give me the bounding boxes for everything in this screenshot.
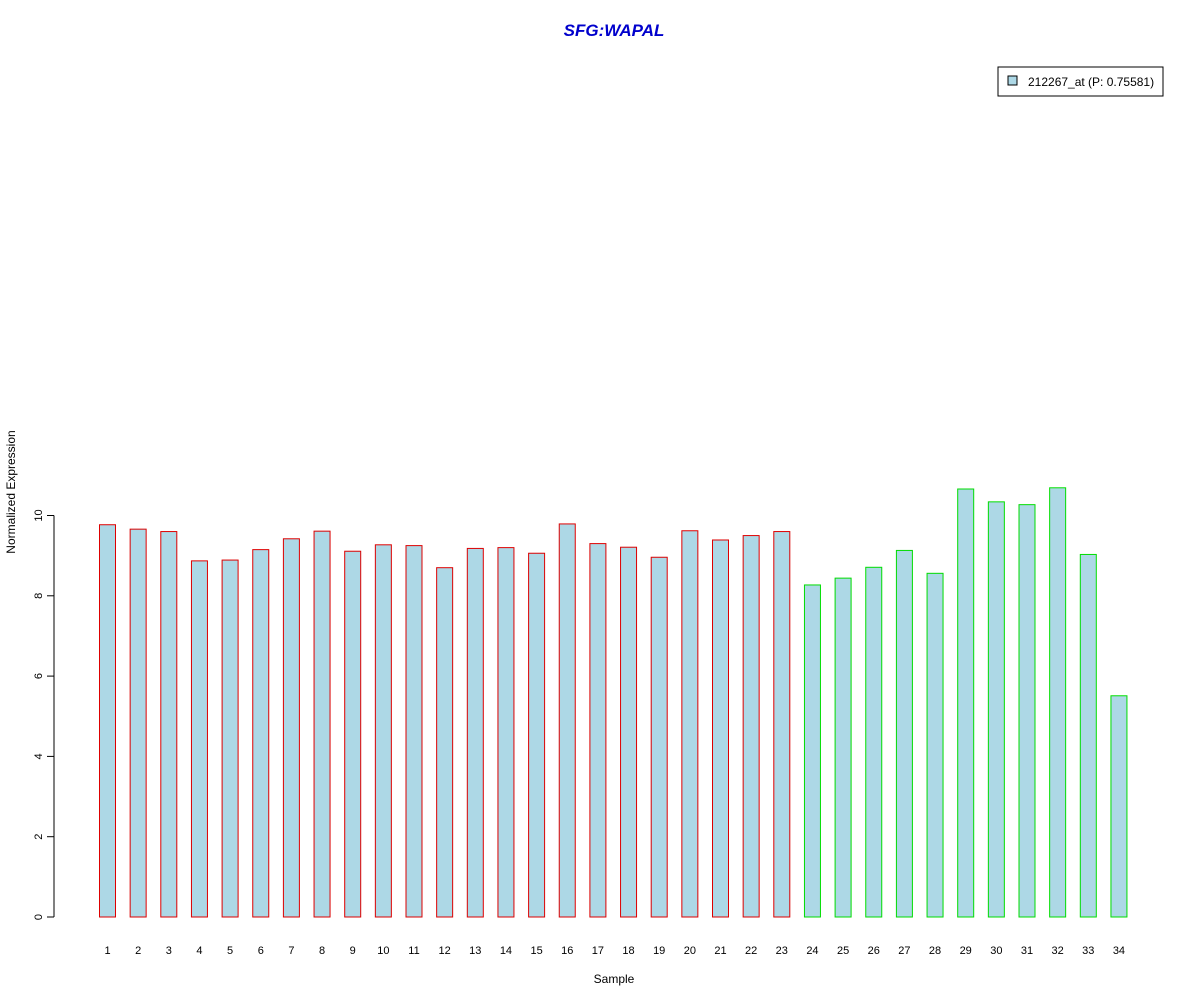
bar-sample-18 <box>620 546 638 918</box>
x-tick-label: 11 <box>408 945 419 957</box>
bar-sample-6 <box>252 549 270 918</box>
bar-sample-12 <box>436 567 454 918</box>
x-tick-label: 13 <box>469 945 481 957</box>
y-tick-label: 10 <box>33 509 45 521</box>
bar-sample-10 <box>374 544 392 918</box>
x-tick-label: 32 <box>1052 945 1064 957</box>
bar-sample-25 <box>834 577 852 918</box>
x-tick-label: 26 <box>868 945 880 957</box>
x-tick-label: 28 <box>929 945 941 957</box>
bar-sample-30 <box>987 501 1005 918</box>
bar-sample-16 <box>558 523 576 918</box>
x-tick-label: 25 <box>837 945 849 957</box>
x-tick-label: 16 <box>561 945 573 957</box>
bar-sample-13 <box>466 547 484 918</box>
bar-sample-1 <box>99 524 116 918</box>
y-axis-label: Normalized Expression <box>4 430 18 553</box>
y-tick-label: 8 <box>33 593 45 599</box>
x-tick-label: 8 <box>319 945 325 957</box>
legend-swatch <box>1007 75 1018 86</box>
legend: 212267_at (P: 0.75581) <box>997 66 1164 97</box>
bar-sample-19 <box>650 556 668 918</box>
bar-sample-26 <box>865 566 883 918</box>
x-tick-label: 20 <box>684 945 696 957</box>
bar-sample-9 <box>344 550 362 918</box>
bar-sample-29 <box>957 488 975 918</box>
bar-sample-2 <box>129 528 147 918</box>
x-tick-label: 22 <box>745 945 757 957</box>
bar-sample-24 <box>803 584 821 918</box>
x-tick-label: 30 <box>990 945 1002 957</box>
x-tick-label: 33 <box>1082 945 1094 957</box>
x-tick-label: 12 <box>439 945 451 957</box>
x-tick-label: 18 <box>622 945 634 957</box>
x-tick-label: 17 <box>592 945 604 957</box>
x-tick-labels: 1 2 3 4 5 6 7 8 9 10 11 12 13 14 15 16 17 18 19 20 21 22 23 24 2… <box>104 945 1125 957</box>
y-tick-label: 4 <box>33 753 45 759</box>
x-tick-label: 5 <box>227 945 233 957</box>
bar-sample-33 <box>1079 553 1097 918</box>
bar-sample-27 <box>895 549 913 918</box>
y-axis: 0 2 4 6 8 10 <box>33 509 55 920</box>
bar-sample-15 <box>528 552 546 918</box>
x-tick-label: 10 <box>377 945 389 957</box>
bar-sample-34 <box>1110 695 1128 918</box>
bar-sample-22 <box>742 535 760 918</box>
bar-sample-31 <box>1018 504 1036 918</box>
bar-sample-5 <box>221 559 239 918</box>
x-tick-label: 1 <box>104 945 110 957</box>
bar-sample-17 <box>589 543 607 918</box>
x-tick-label: 24 <box>806 945 818 957</box>
bar-sample-11 <box>405 545 423 918</box>
x-tick-label: 2 <box>135 945 141 957</box>
x-tick-label: 3 <box>166 945 172 957</box>
x-tick-label: 21 <box>714 945 726 957</box>
bars-group <box>99 487 1128 918</box>
x-tick-label: 31 <box>1021 945 1033 957</box>
y-tick-label: 0 <box>33 914 45 920</box>
x-tick-label: 6 <box>258 945 264 957</box>
x-tick-label: 4 <box>196 945 202 957</box>
y-tick-label: 6 <box>33 673 45 679</box>
bar-sample-21 <box>712 539 729 918</box>
x-tick-label: 15 <box>530 945 542 957</box>
bar-sample-28 <box>926 572 944 918</box>
y-tick-label: 2 <box>33 834 45 840</box>
bar-sample-7 <box>282 538 300 918</box>
bar-sample-3 <box>160 531 178 918</box>
legend-entry: 212267_at (P: 0.75581) <box>1028 75 1154 89</box>
x-tick-label: 34 <box>1113 945 1125 957</box>
x-tick-label: 23 <box>776 945 788 957</box>
x-axis-label: Sample <box>594 972 635 986</box>
chart-title: SFG:WAPAL <box>564 21 665 40</box>
legend-box <box>997 66 1164 97</box>
x-tick-label: 27 <box>898 945 910 957</box>
x-tick-label: 29 <box>960 945 972 957</box>
x-tick-label: 14 <box>500 945 512 957</box>
x-tick-label: 9 <box>350 945 356 957</box>
x-tick-label: 7 <box>288 945 294 957</box>
bar-sample-32 <box>1049 487 1067 918</box>
bar-sample-14 <box>497 547 515 918</box>
x-tick-label: 19 <box>653 945 665 957</box>
bar-sample-8 <box>313 530 331 918</box>
bar-sample-23 <box>773 531 791 918</box>
bar-sample-20 <box>681 530 699 918</box>
bar-sample-4 <box>190 560 208 918</box>
